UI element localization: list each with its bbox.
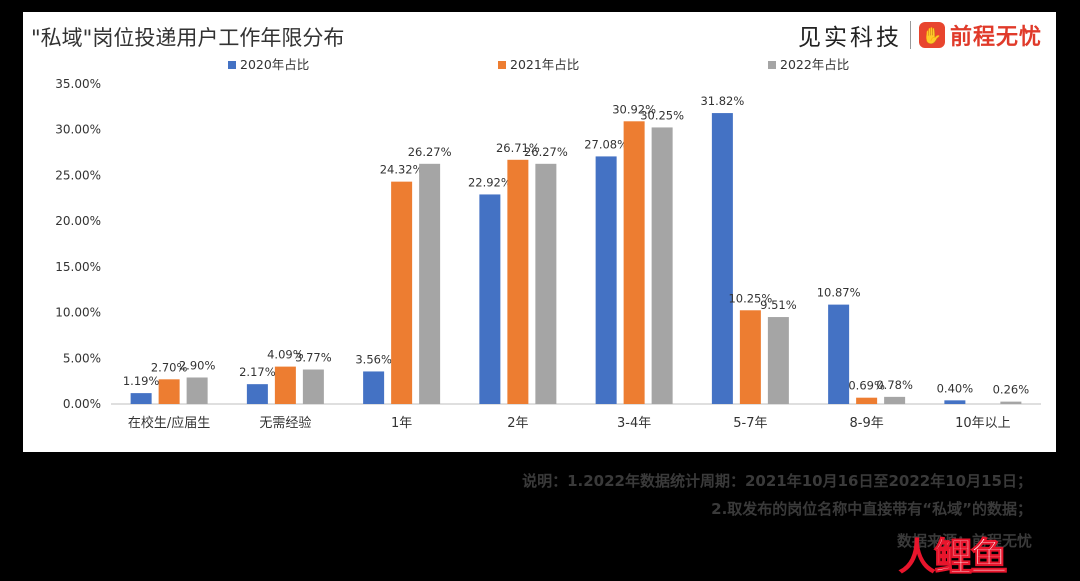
legend-label: 2022年占比: [780, 57, 849, 72]
brand-header: 见实科技 ✋ 前程无忧: [798, 18, 1042, 52]
y-tick-label: 10.00%: [55, 306, 101, 320]
x-category-label: 1年: [391, 416, 412, 431]
legend-swatch: [228, 61, 236, 69]
bar-2020年占比: [246, 384, 268, 404]
bar-chart: 0.00% 5.00% 10.00% 15.00% 20.00% 25.00% 30.00%…: [55, 57, 1041, 431]
note-line-2: 2.取发布的岗位名称中直接带有“私域”的数据；: [711, 500, 1032, 518]
data-source-note: 数据来源：前程无忧: [896, 532, 1032, 550]
y-tick-label: 25.00%: [55, 168, 101, 182]
x-category-label: 在校生/应届生: [128, 415, 210, 431]
legend-swatch: [768, 61, 776, 69]
bar-2021年占比: [739, 310, 761, 404]
data-label: 2.17%: [239, 365, 276, 379]
x-category-label: 3-4年: [617, 416, 651, 431]
data-label: 0.40%: [937, 381, 974, 395]
hand-logo-icon: ✋: [918, 22, 945, 48]
data-label: 3.77%: [295, 351, 332, 365]
bar-2020年占比: [828, 304, 850, 404]
legend-swatch: [498, 61, 506, 69]
data-label: 27.08%: [584, 137, 628, 151]
bar-2020年占比: [944, 400, 966, 404]
y-tick-label: 0.00%: [63, 397, 101, 411]
data-label: 26.27%: [524, 145, 568, 159]
chart-title: "私域"岗位投递用户工作年限分布: [31, 26, 345, 50]
bar-2021年占比: [507, 159, 529, 404]
legend-label: 2021年占比: [510, 57, 579, 72]
watermark-logo: 人鲤鱼: [898, 526, 1009, 581]
y-tick-label: 35.00%: [55, 77, 101, 91]
data-label: 0.26%: [993, 383, 1030, 397]
bar-2022年占比: [535, 163, 557, 404]
bar-2022年占比: [884, 396, 906, 404]
x-category-label: 无需经验: [259, 415, 311, 431]
watermark-part-2: 鲤鱼: [934, 535, 1009, 580]
bar-2020年占比: [363, 371, 385, 404]
partner-logo-text: 见实科技: [797, 25, 902, 51]
x-category-label: 10年以上: [955, 416, 1011, 431]
bar-2022年占比: [767, 317, 789, 404]
chart-panel: "私域"岗位投递用户工作年限分布 见实科技 ✋ 前程无忧 0.00% 5.00% 1…: [23, 12, 1056, 452]
data-label: 22.92%: [468, 175, 512, 189]
data-label: 26.71%: [496, 141, 540, 155]
note-line-1: 说明：1.2022年数据统计周期：2021年10月16日至2022年10月15日…: [522, 472, 1032, 490]
x-category-label: 8-9年: [850, 416, 884, 431]
data-label: 4.09%: [267, 348, 304, 362]
data-label: 2.90%: [179, 358, 216, 372]
brand-logo-text: 前程无忧: [949, 25, 1042, 50]
y-tick-label: 20.00%: [55, 214, 101, 228]
bar-2021年占比: [274, 366, 296, 404]
data-label: 0.69%: [848, 379, 885, 393]
data-label: 26.27%: [408, 145, 452, 159]
data-label: 2.70%: [151, 360, 188, 374]
data-label: 0.78%: [876, 378, 913, 392]
legend-label: 2020年占比: [240, 57, 309, 72]
data-label: 24.32%: [380, 163, 424, 177]
data-label: 30.25%: [640, 108, 684, 122]
y-tick-label: 30.00%: [55, 123, 101, 137]
bar-2020年占比: [595, 156, 617, 404]
data-label: 1.19%: [123, 374, 160, 388]
bar-2022年占比: [302, 369, 324, 404]
bar-2021年占比: [856, 397, 878, 404]
x-category-label: 5-7年: [733, 416, 767, 431]
bar-2022年占比: [1000, 401, 1022, 404]
bar-2021年占比: [391, 181, 413, 404]
x-category-label: 2年: [507, 416, 528, 431]
data-label: 10.25%: [728, 291, 772, 305]
bar-2021年占比: [158, 379, 180, 404]
bar-2021年占比: [623, 121, 645, 404]
brand-divider: [909, 21, 911, 49]
y-tick-label: 5.00%: [63, 351, 101, 365]
bar-2022年占比: [651, 127, 673, 404]
data-label: 30.92%: [612, 102, 656, 116]
bar-2022年占比: [186, 377, 208, 404]
bar-2020年占比: [479, 194, 501, 404]
bar-2020年占比: [130, 393, 152, 404]
y-tick-label: 15.00%: [55, 260, 101, 274]
bar-2022年占比: [419, 163, 441, 404]
bar-2020年占比: [711, 113, 733, 405]
data-label: 10.87%: [817, 286, 861, 300]
watermark-part-1: 人: [898, 535, 936, 579]
data-label: 31.82%: [700, 94, 744, 108]
data-label: 3.56%: [355, 352, 392, 366]
data-label: 9.51%: [760, 298, 797, 312]
